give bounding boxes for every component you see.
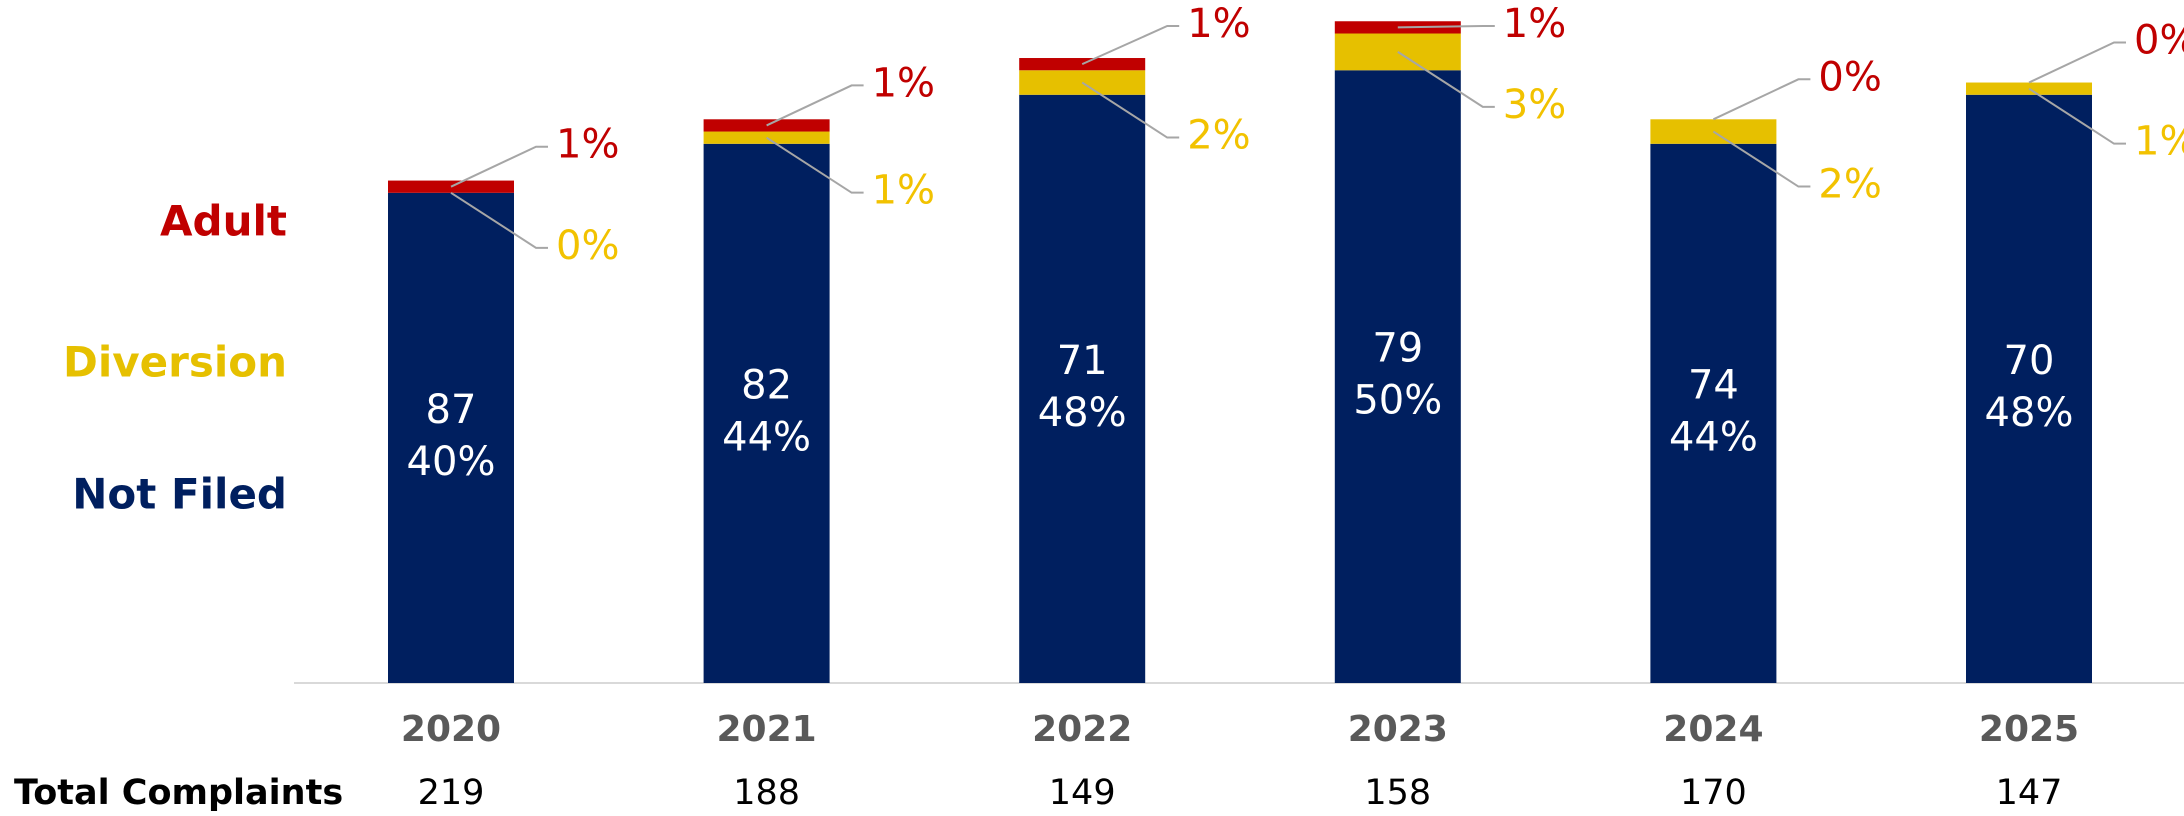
leader-line — [1397, 25, 1495, 29]
total-value: 149 — [1049, 773, 1116, 813]
bar-segment — [1019, 94, 1146, 684]
leader-line — [1081, 25, 1180, 66]
bar-segment — [1019, 70, 1146, 95]
value-label: 1% — [556, 122, 619, 168]
bar-segment — [1650, 143, 1777, 684]
count-label: 79 — [1372, 326, 1423, 372]
value-label: 40% — [407, 439, 496, 485]
leader-line — [766, 136, 864, 194]
leader-line — [450, 145, 548, 188]
value-label: 0% — [2134, 18, 2184, 64]
x-tick-label: 2023 — [1348, 709, 1448, 750]
legend-label: Not Filed — [72, 470, 287, 519]
leader-line — [1081, 81, 1180, 139]
legend-label: Diversion — [63, 338, 287, 387]
bar-segment — [1019, 58, 1146, 71]
value-label: 1% — [1187, 1, 1250, 47]
total-value: 158 — [1364, 773, 1431, 813]
leader-line — [1712, 130, 1811, 188]
value-label: 44% — [722, 414, 811, 460]
value-label: 1% — [2134, 119, 2184, 165]
value-label: 0% — [556, 223, 619, 269]
bar-segment — [388, 192, 514, 683]
leader-line — [2028, 41, 2126, 84]
leader-line — [1397, 51, 1495, 108]
value-label: 48% — [1038, 390, 1127, 436]
totals-label: Total Complaints — [14, 773, 343, 813]
leader-line — [450, 191, 548, 249]
value-label: 1% — [1503, 1, 1566, 47]
value-label: 2% — [1187, 113, 1250, 159]
value-label: 3% — [1503, 82, 1566, 128]
count-label: 74 — [1688, 362, 1739, 408]
x-tick-label: 2024 — [1663, 709, 1763, 750]
value-label: 1% — [872, 168, 935, 214]
total-value: 170 — [1680, 773, 1747, 813]
value-label: 48% — [1985, 390, 2074, 436]
count-label: 70 — [2004, 338, 2055, 384]
x-tick-label: 2021 — [716, 709, 816, 750]
value-label: 1% — [872, 60, 935, 106]
total-value: 219 — [418, 773, 485, 813]
total-value: 147 — [1996, 773, 2063, 813]
bar-segment — [1966, 94, 2092, 684]
count-label: 87 — [426, 387, 477, 433]
leader-line — [766, 84, 864, 127]
leader-line — [1712, 78, 1811, 121]
value-label: 50% — [1353, 378, 1442, 424]
bar-segment — [1334, 70, 1461, 684]
x-tick-label: 2022 — [1032, 709, 1132, 750]
legend-label: Adult — [160, 197, 287, 246]
x-tick-label: 2025 — [1979, 709, 2079, 750]
value-label: 0% — [1818, 54, 1881, 100]
x-tick-label: 2020 — [401, 709, 501, 750]
count-label: 82 — [741, 362, 792, 408]
leader-line — [2028, 87, 2126, 145]
count-label: 71 — [1057, 338, 1108, 384]
total-value: 188 — [733, 773, 800, 813]
value-label: 44% — [1669, 414, 1758, 460]
bar-segment — [703, 143, 830, 684]
value-label: 2% — [1818, 162, 1881, 208]
